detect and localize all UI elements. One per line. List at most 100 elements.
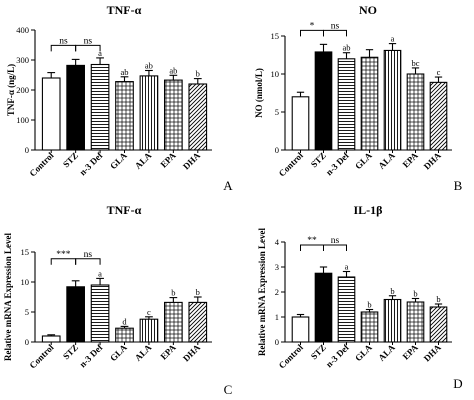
- panel-letter: C: [224, 382, 233, 397]
- x-tick-label: GLA: [108, 150, 129, 171]
- bar-stz: [314, 272, 333, 343]
- x-tick-label: EPA: [401, 150, 421, 170]
- x-tick-label: GLA: [353, 150, 374, 171]
- x-tick-label: ALA: [376, 150, 397, 171]
- bar-gla: [115, 81, 134, 151]
- significance-bracket: *: [300, 21, 324, 37]
- bracket-label: **: [307, 236, 317, 246]
- chart-title: TNF-α: [107, 203, 142, 217]
- bracket-label: ns: [59, 36, 68, 46]
- significance-letter: b: [171, 288, 175, 298]
- x-tick-label: n-3 Def: [324, 150, 352, 178]
- significance-letter: b: [413, 289, 417, 299]
- y-tick-label: 3: [275, 262, 279, 272]
- significance-letter: ab: [145, 61, 153, 71]
- significance-letter: d: [122, 316, 127, 326]
- y-tick-label: 4: [275, 237, 280, 247]
- bar-dha: [188, 83, 208, 151]
- significance-bracket: ns: [50, 36, 77, 52]
- x-tick-label: ALA: [133, 342, 154, 363]
- significance-letter: c: [147, 307, 151, 317]
- bracket-line: [323, 29, 347, 37]
- y-tick-label: 10: [271, 69, 280, 79]
- significance-bracket: ns: [323, 236, 347, 251]
- bar-ala: [139, 318, 159, 343]
- y-tick-label: 5: [25, 307, 29, 317]
- significance-letter: b: [196, 287, 200, 297]
- bracket-label: *: [310, 21, 315, 31]
- significance-letter: b: [196, 69, 200, 79]
- bracket-label: ns: [84, 36, 93, 46]
- x-tick-label: ALA: [133, 150, 154, 171]
- bar-control: [41, 335, 61, 343]
- y-axis-label: NO (nmol/L): [254, 68, 264, 118]
- y-tick-label: 5: [275, 107, 279, 117]
- x-tick-label: DHA: [181, 150, 203, 172]
- chart-panel-c: TNF-α C Relative mRNA Expression Level 0 5 10…: [3, 203, 232, 397]
- panel-letter: A: [223, 178, 233, 193]
- x-tick-label: EPA: [158, 342, 178, 362]
- significance-letter: ab: [120, 67, 128, 77]
- bar-dha: [429, 306, 448, 343]
- significance-letter: a: [98, 48, 102, 58]
- bar-ala: [383, 49, 402, 151]
- chart-panel-a: TNF-α A TNF-α (ng/L) 0 100 200 300 400 Control ST…: [6, 3, 233, 193]
- x-tick-label: DHA: [422, 150, 444, 172]
- bar-gla: [115, 327, 134, 343]
- chart-title: IL-1β: [354, 203, 383, 217]
- significance-letter: b: [390, 286, 394, 296]
- significance-letter: b: [436, 294, 440, 304]
- y-tick-label: 400: [16, 25, 29, 35]
- y-axis-label: Relative mRNA Expression Level: [3, 232, 13, 361]
- y-axis-label: TNF-α (ng/L): [6, 64, 16, 116]
- bar-gla: [360, 311, 379, 343]
- x-tick-label: Control: [27, 342, 56, 371]
- y-tick-label: 0: [275, 337, 279, 347]
- x-tick-label: STZ: [309, 150, 328, 169]
- bar-ala: [139, 75, 159, 151]
- x-tick-label: EPA: [401, 342, 421, 362]
- significance-letter: ab: [342, 43, 350, 53]
- bar-control: [291, 96, 310, 151]
- chart-title: NO: [359, 3, 377, 17]
- chart-title: TNF-α: [107, 3, 142, 17]
- bar-epa: [164, 301, 183, 343]
- significance-letter: bc: [411, 58, 419, 68]
- chart-panel-d: IL-1β D Relative mRNA Expression Level 0 1 2 3…: [257, 203, 463, 391]
- significance-bracket: ns: [323, 21, 347, 37]
- y-tick-label: 2: [275, 287, 279, 297]
- bar-ala: [383, 298, 402, 343]
- bar-control: [291, 316, 310, 343]
- significance-letter: a: [98, 268, 102, 278]
- significance-bracket: ns: [75, 36, 101, 52]
- x-tick-label: n-3 Def: [324, 342, 352, 370]
- x-tick-label: STZ: [309, 342, 328, 361]
- x-tick-label: ALA: [376, 342, 397, 363]
- bracket-line: [75, 44, 101, 52]
- x-tick-label: STZ: [61, 342, 80, 361]
- bracket-line: [75, 258, 101, 265]
- bar-stz: [314, 51, 333, 151]
- bar-epa: [164, 79, 183, 151]
- x-tick-label: GLA: [353, 342, 374, 363]
- bracket-label: ***: [56, 250, 71, 260]
- y-tick-label: 10: [21, 277, 30, 287]
- bar-stz: [66, 64, 85, 151]
- significance-bracket: ***: [50, 250, 77, 265]
- bracket-line: [323, 244, 347, 251]
- y-tick-label: 1: [275, 312, 279, 322]
- x-tick-label: n-3 Def: [77, 150, 105, 178]
- y-tick-label: 15: [271, 31, 280, 41]
- y-axis-label: Relative mRNA Expression Level: [257, 227, 267, 356]
- significance-letter: c: [437, 67, 441, 77]
- significance-letter: b: [367, 300, 371, 310]
- y-tick-label: 0: [25, 145, 29, 155]
- x-tick-label: STZ: [61, 150, 80, 169]
- bar-epa: [406, 301, 425, 343]
- bracket-label: ns: [331, 236, 340, 246]
- y-tick-label: 15: [21, 247, 30, 257]
- bracket-label: ns: [331, 21, 340, 31]
- bar-dha: [188, 301, 208, 343]
- panel-letter: B: [454, 178, 463, 193]
- significance-letter: a: [345, 262, 349, 272]
